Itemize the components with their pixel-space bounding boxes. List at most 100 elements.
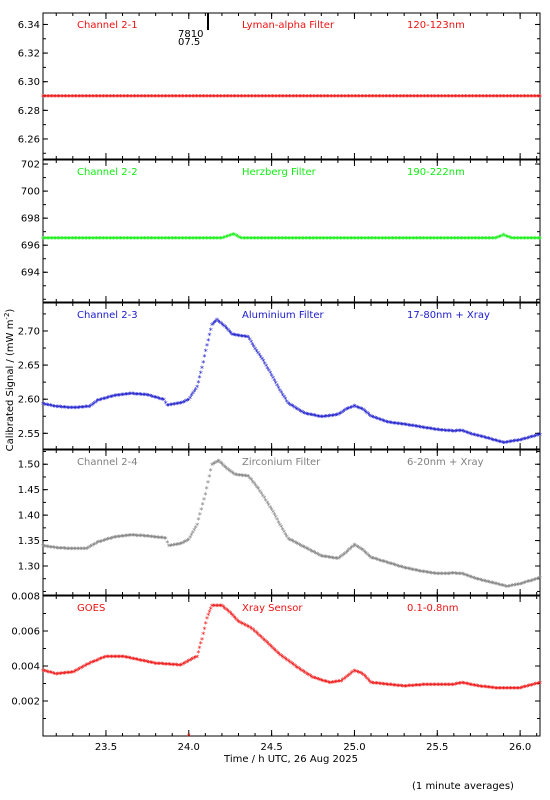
data-point: * bbox=[79, 235, 83, 244]
data-point: * bbox=[293, 539, 297, 548]
data-point: * bbox=[493, 93, 497, 102]
data-point: * bbox=[281, 235, 285, 244]
data-point: * bbox=[283, 656, 287, 665]
data-point: * bbox=[493, 685, 497, 694]
data-point: * bbox=[470, 574, 474, 583]
data-point: * bbox=[444, 570, 448, 579]
data-point: * bbox=[259, 93, 263, 102]
data-point: * bbox=[492, 235, 496, 244]
data-point: * bbox=[112, 534, 116, 543]
data-point: * bbox=[433, 426, 437, 435]
data-point: * bbox=[162, 535, 166, 544]
data-point: * bbox=[78, 665, 82, 674]
data-point: * bbox=[377, 416, 381, 425]
data-point: * bbox=[249, 477, 253, 486]
data-point: * bbox=[375, 680, 379, 689]
data-point: * bbox=[408, 93, 412, 102]
data-point: * bbox=[289, 402, 293, 411]
data-point: * bbox=[390, 93, 394, 102]
data-point: * bbox=[271, 645, 275, 654]
data-point: * bbox=[343, 235, 347, 244]
y-tick-label: 0.002 bbox=[11, 697, 40, 708]
data-point: * bbox=[261, 636, 265, 645]
data-point: * bbox=[535, 93, 539, 102]
data-point: * bbox=[437, 571, 441, 580]
data-point: * bbox=[251, 478, 255, 487]
data-point: * bbox=[517, 93, 521, 102]
data-point: * bbox=[254, 347, 258, 356]
data-point: * bbox=[344, 674, 348, 683]
data-point: * bbox=[384, 681, 388, 690]
data-point: * bbox=[528, 682, 532, 691]
data-point: * bbox=[322, 553, 326, 562]
data-point: * bbox=[285, 235, 289, 244]
data-point: * bbox=[87, 544, 91, 553]
data-point: * bbox=[373, 93, 377, 102]
data-point: * bbox=[380, 93, 384, 102]
data-point: * bbox=[410, 93, 414, 102]
data-point: * bbox=[483, 235, 487, 244]
data-point: * bbox=[275, 235, 279, 244]
data-point: * bbox=[397, 420, 401, 429]
data-point: * bbox=[260, 634, 264, 643]
data-point: * bbox=[200, 235, 204, 244]
data-point: * bbox=[313, 235, 317, 244]
data-point: * bbox=[105, 394, 109, 403]
data-point: * bbox=[275, 382, 279, 391]
data-point: * bbox=[452, 235, 456, 244]
data-point: * bbox=[69, 235, 73, 244]
data-point: * bbox=[119, 533, 123, 542]
data-point: * bbox=[185, 537, 189, 546]
data-point: * bbox=[211, 320, 215, 329]
data-point: * bbox=[310, 235, 314, 244]
data-point: * bbox=[431, 426, 435, 435]
data-point: * bbox=[79, 404, 83, 413]
data-point: * bbox=[185, 658, 189, 667]
data-point: * bbox=[525, 435, 529, 444]
data-point: * bbox=[194, 524, 198, 533]
data-point: * bbox=[303, 93, 307, 102]
data-point: * bbox=[273, 93, 277, 102]
data-point: * bbox=[385, 235, 389, 244]
data-point: * bbox=[56, 671, 60, 680]
data-point: * bbox=[184, 398, 188, 407]
data-point: * bbox=[190, 531, 194, 540]
data-point: * bbox=[179, 541, 183, 550]
data-point: * bbox=[205, 615, 209, 624]
data-point: * bbox=[507, 93, 511, 102]
data-point: * bbox=[47, 93, 51, 102]
data-point: * bbox=[72, 668, 76, 677]
data-point: * bbox=[451, 93, 455, 102]
data-point: * bbox=[294, 405, 298, 414]
data-point: * bbox=[148, 659, 152, 668]
data-point: * bbox=[162, 397, 166, 406]
data-point: * bbox=[301, 93, 305, 102]
data-point: * bbox=[271, 375, 275, 384]
data-point: * bbox=[143, 658, 147, 667]
data-point: * bbox=[245, 235, 249, 244]
data-point: * bbox=[104, 395, 108, 404]
data-point: * bbox=[147, 533, 151, 542]
data-point: * bbox=[372, 555, 376, 564]
data-point: * bbox=[104, 235, 108, 244]
data-point: * bbox=[137, 235, 141, 244]
data-point: * bbox=[179, 662, 183, 671]
data-point: * bbox=[446, 427, 450, 436]
data-point: * bbox=[402, 683, 406, 692]
data-point: * bbox=[376, 235, 380, 244]
data-point: * bbox=[369, 235, 373, 244]
data-point: * bbox=[408, 683, 412, 692]
data-point: * bbox=[328, 413, 332, 422]
y-tick-label: 0.008 bbox=[11, 592, 40, 603]
data-point: * bbox=[351, 668, 355, 677]
data-point: * bbox=[211, 93, 215, 102]
data-point: * bbox=[269, 235, 273, 244]
data-point: * bbox=[333, 412, 337, 421]
data-point: * bbox=[485, 235, 489, 244]
data-point: * bbox=[96, 657, 100, 666]
data-point: * bbox=[282, 528, 286, 537]
data-point: * bbox=[63, 404, 67, 413]
data-point: * bbox=[229, 232, 233, 241]
data-point: * bbox=[423, 569, 427, 578]
